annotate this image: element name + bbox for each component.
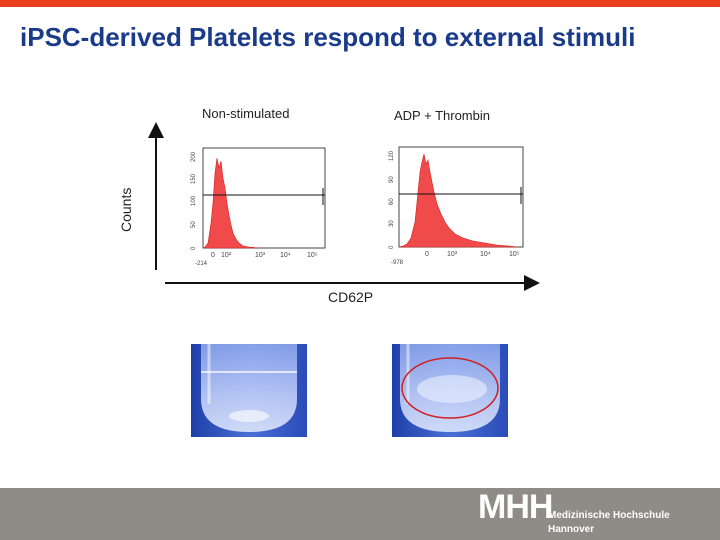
institution-name-line1: Medizinische Hochschule — [548, 510, 670, 521]
footer-bar — [0, 488, 720, 540]
cd62p-axis-label: CD62P — [328, 289, 374, 305]
x-tick: 10⁴ — [480, 251, 491, 258]
adp-thrombin-label: ADP + Thrombin — [394, 108, 490, 123]
institution-name-line2: Hannover — [548, 524, 595, 535]
y-tick: 30 — [389, 220, 395, 227]
slide-title: iPSC-derived Platelets respond to extern… — [20, 22, 636, 52]
tube-photo-adp-thrombin — [392, 344, 508, 437]
histogram-fill-right — [398, 153, 518, 248]
x-tick: -978 — [391, 260, 404, 266]
mhh-logo: MHH — [478, 488, 553, 526]
histogram-adp-thrombin: 0 30 60 90 120 -978 0 10³ 10⁴ 10⁵ — [389, 146, 524, 266]
x-tick: 10³ — [255, 252, 266, 259]
tube-photo-non-stimulated — [191, 344, 307, 437]
aggregate-highlight-circle — [401, 357, 499, 419]
x-tick: 10⁵ — [307, 252, 318, 259]
y-tick: 0 — [389, 245, 395, 249]
x-tick: 10² — [221, 252, 232, 259]
y-tick: 100 — [191, 195, 197, 206]
y-tick: 150 — [191, 173, 197, 184]
y-tick: 0 — [191, 246, 197, 250]
histogram-fill-left — [202, 157, 260, 249]
y-tick: 50 — [191, 221, 197, 228]
x-tick: 10⁵ — [509, 251, 520, 258]
non-stimulated-label: Non-stimulated — [202, 106, 290, 121]
x-tick: 10³ — [447, 251, 458, 258]
y-tick: 60 — [389, 198, 395, 205]
top-accent-bar — [0, 0, 720, 7]
y-tick: 200 — [191, 151, 197, 162]
x-tick: 0 — [425, 251, 429, 258]
x-tick: 0 — [211, 252, 215, 259]
x-tick: 10⁴ — [280, 252, 291, 259]
counts-axis-label: Counts — [118, 187, 134, 232]
y-tick: 90 — [389, 176, 395, 183]
x-tick: -214 — [195, 261, 208, 267]
y-tick: 120 — [389, 150, 395, 161]
histogram-non-stimulated: 0 50 100 150 200 -214 0 10² 10³ 10⁴ 10⁵ — [191, 147, 326, 267]
